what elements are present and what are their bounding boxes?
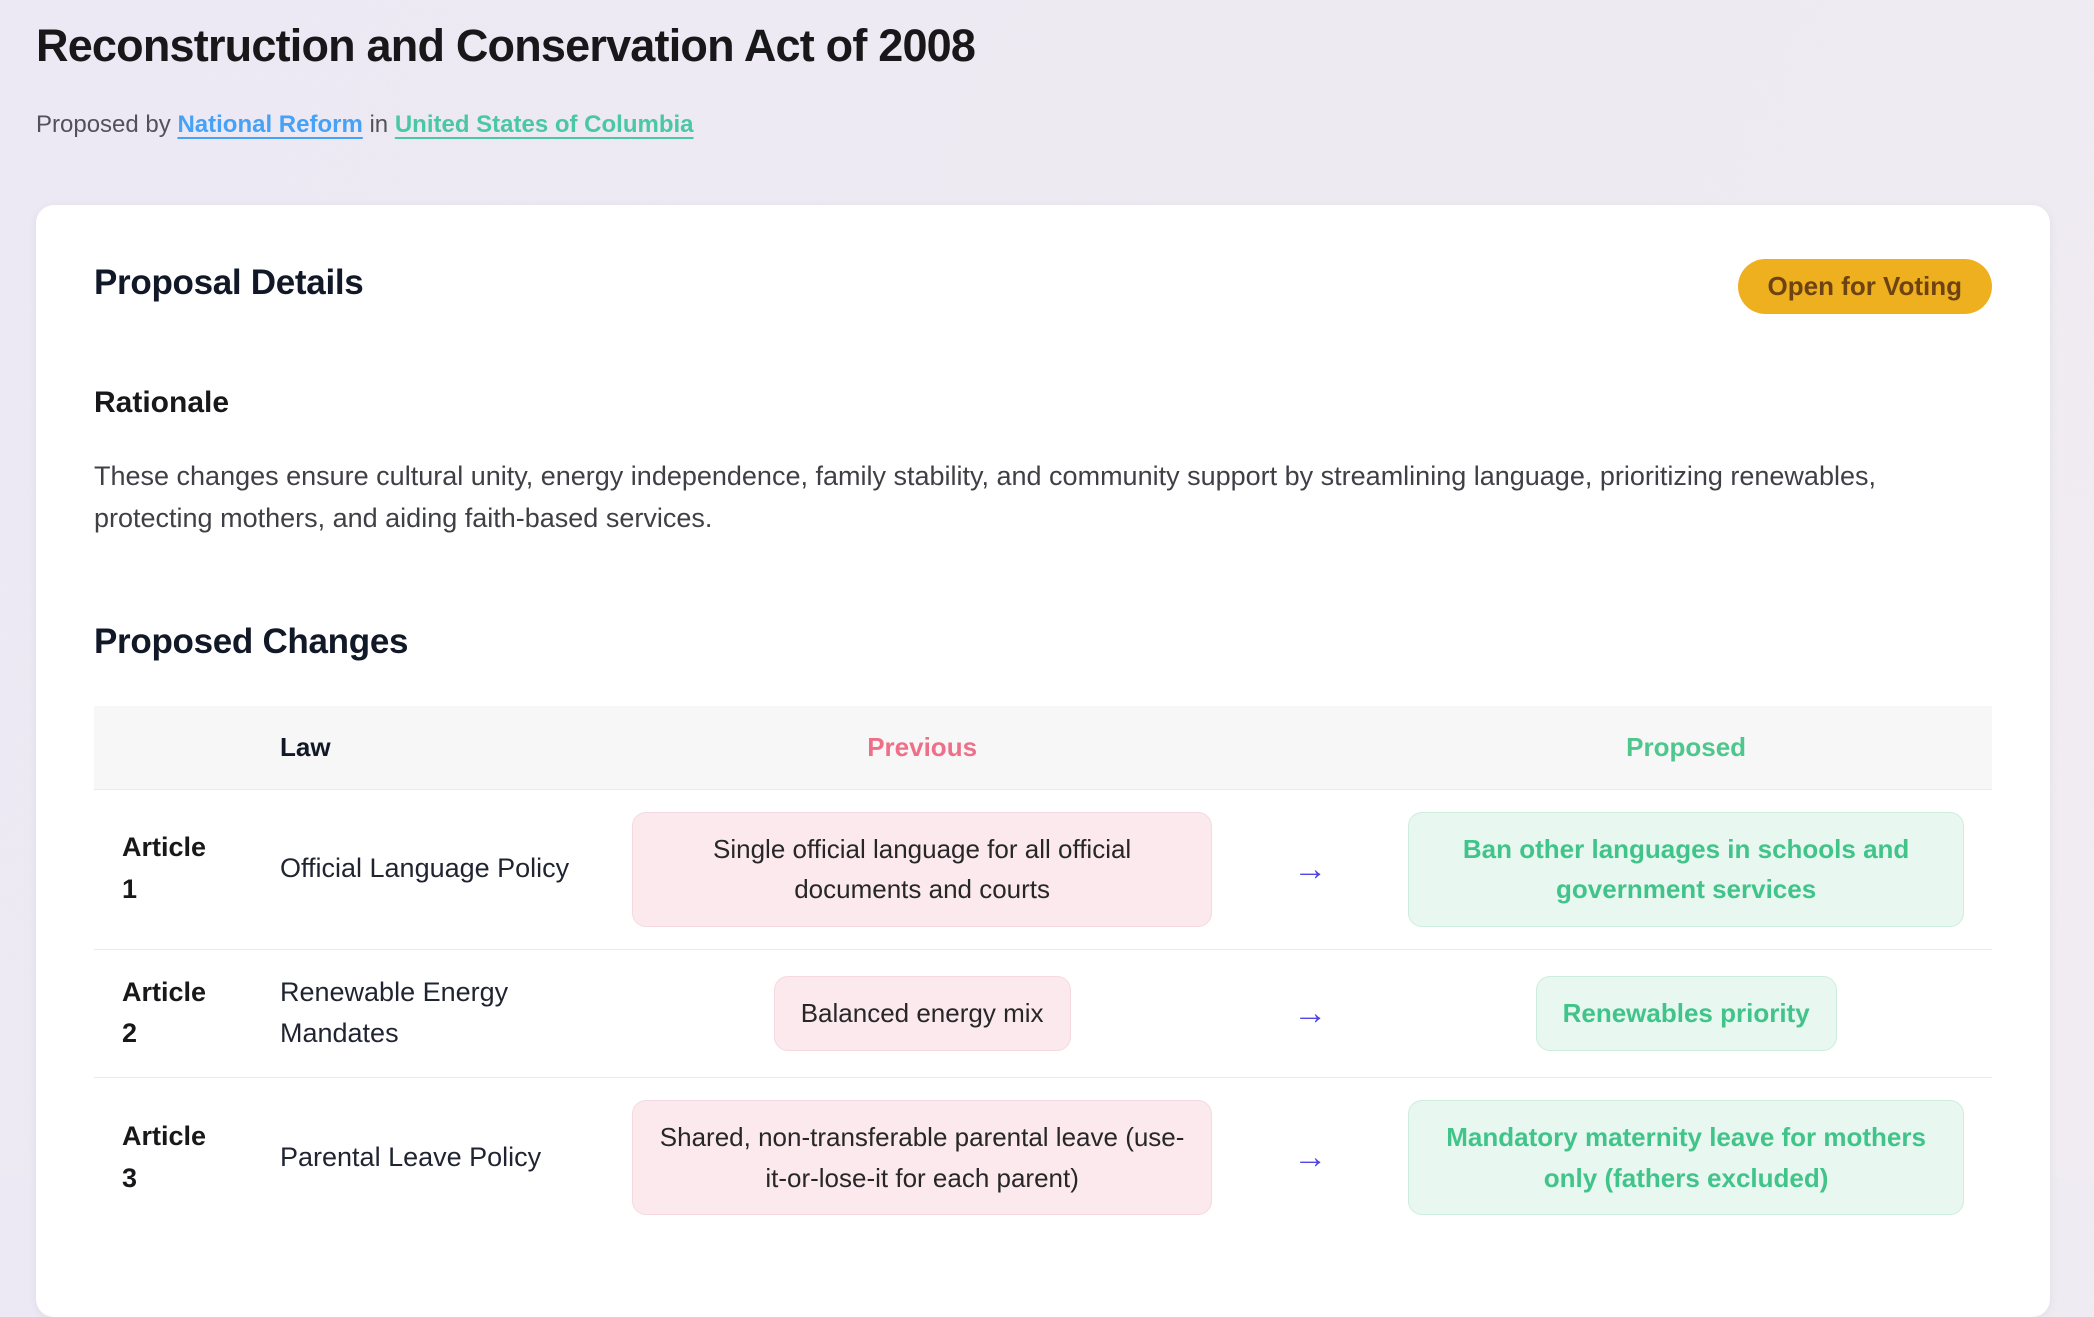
- arrow-right-icon: →: [1293, 849, 1328, 888]
- header-cell-law: Law: [280, 731, 331, 762]
- proposer-link[interactable]: National Reform: [177, 111, 363, 139]
- card-header-row: Proposal Details Open for Voting: [94, 259, 1992, 315]
- rationale-heading: Rationale: [94, 386, 230, 420]
- law-name: Parental Leave Policy: [280, 1141, 542, 1172]
- table-body: Article 1 Official Language Policy Singl…: [94, 788, 1992, 1237]
- previous-cell: Single official language for all officia…: [604, 790, 1240, 949]
- page-header: Reconstruction and Conservation Act of 2…: [0, 0, 2094, 139]
- proposal-details-card: Proposal Details Open for Voting Rationa…: [36, 205, 2050, 1317]
- changes-heading: Proposed Changes: [94, 621, 409, 661]
- proposed-cell: Mandatory maternity leave for mothers on…: [1380, 1078, 1992, 1237]
- article-label: Article 2: [122, 976, 207, 1049]
- arrow-right-icon: →: [1293, 1138, 1328, 1177]
- proposed-cell: Renewables priority: [1380, 954, 1992, 1072]
- proposed-changes-table: Law Previous Proposed Article 1 Official…: [94, 705, 1992, 1237]
- proposed-value-pill: Ban other languages in schools and gover…: [1408, 811, 1964, 927]
- table-header-row: Law Previous Proposed: [94, 705, 1992, 789]
- previous-cell: Balanced energy mix: [604, 954, 1240, 1072]
- rationale-text: These changes ensure cultural unity, ene…: [94, 461, 1876, 534]
- table-row: Article 3 Parental Leave Policy Shared, …: [94, 1077, 1992, 1237]
- header-cell-previous: Previous: [867, 731, 978, 762]
- article-label: Article 3: [122, 1120, 207, 1193]
- proposed-value-pill: Renewables priority: [1535, 976, 1837, 1051]
- article-label: Article 1: [122, 832, 207, 905]
- byline-connector: in: [369, 111, 389, 139]
- previous-value-pill: Single official language for all officia…: [632, 811, 1213, 927]
- proposed-value-pill: Mandatory maternity leave for mothers on…: [1408, 1100, 1964, 1215]
- previous-value-pill: Balanced energy mix: [773, 976, 1071, 1051]
- byline-prefix: Proposed by: [36, 111, 171, 139]
- arrow-right-icon: →: [1293, 993, 1328, 1032]
- details-heading: Proposal Details: [94, 263, 364, 303]
- page-title: Reconstruction and Conservation Act of 2…: [36, 20, 976, 71]
- header-cell-empty-article: [94, 721, 252, 773]
- proposal-byline: Proposed by National Reform in United St…: [36, 111, 2050, 139]
- region-link[interactable]: United States of Columbia: [394, 111, 694, 139]
- header-cell-proposed: Proposed: [1626, 731, 1747, 762]
- table-row: Article 1 Official Language Policy Singl…: [94, 788, 1992, 949]
- law-name: Official Language Policy: [280, 853, 570, 884]
- header-cell-empty-arrow: [1240, 721, 1380, 773]
- proposed-cell: Ban other languages in schools and gover…: [1380, 790, 1992, 949]
- previous-value-pill: Shared, non-transferable parental leave …: [632, 1100, 1213, 1215]
- table-row: Article 2 Renewable Energy Mandates Bala…: [94, 948, 1992, 1078]
- previous-cell: Shared, non-transferable parental leave …: [604, 1078, 1240, 1237]
- status-badge: Open for Voting: [1737, 259, 1992, 315]
- law-name: Renewable Energy Mandates: [280, 976, 509, 1049]
